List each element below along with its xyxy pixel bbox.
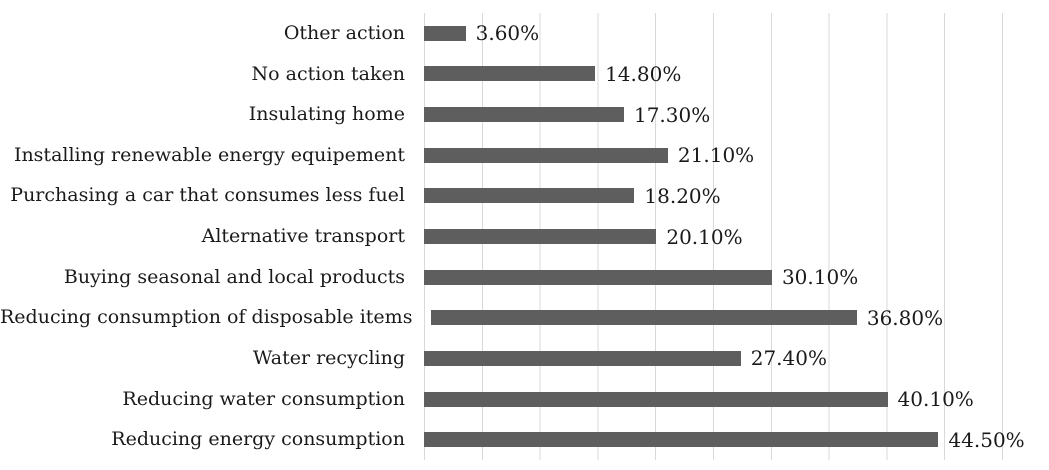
chart-row: Insulating home 17.30% [0, 94, 1049, 135]
bar-area: 21.10% [424, 143, 1002, 167]
value-label: 30.10% [781, 265, 859, 290]
value-label: 21.10% [677, 143, 755, 168]
category-label: No action taken [251, 62, 405, 85]
value-label: 27.40% [750, 346, 827, 371]
chart-row: Installing renewable energy equipement 2… [0, 135, 1049, 176]
value-label: 3.60% [475, 21, 540, 46]
bar [424, 188, 635, 204]
bar-area: 3.60% [424, 21, 1002, 45]
bar [424, 25, 466, 41]
chart-row: Reducing energy consumption 44.50% [0, 419, 1049, 460]
chart-row: Alternative transport 20.10% [0, 216, 1049, 257]
bar [431, 310, 857, 326]
category-label: Buying seasonal and local products [63, 265, 405, 288]
category-label: Alternative transport [201, 225, 405, 248]
bar [424, 391, 888, 407]
value-label: 40.10% [897, 387, 974, 412]
bar [424, 66, 596, 82]
bar-area: 17.30% [424, 103, 1002, 127]
bar-area: 44.50% [424, 428, 1025, 452]
chart-row: Reducing consumption of disposable items… [0, 297, 1049, 338]
value-label: 20.10% [666, 224, 743, 249]
value-label: 14.80% [605, 61, 682, 86]
bar-area: 36.80% [431, 306, 1009, 330]
category-label: Insulating home [248, 103, 405, 126]
value-label: 17.30% [633, 102, 711, 127]
bar [424, 107, 624, 123]
bar-area: 27.40% [424, 346, 1002, 370]
value-label: 36.80% [866, 305, 944, 330]
category-label: Other action [283, 21, 405, 44]
bar [424, 350, 741, 366]
chart-row: Purchasing a car that consumes less fuel… [0, 176, 1049, 217]
value-label: 18.20% [644, 183, 721, 208]
chart-row: Buying seasonal and local products 30.10… [0, 257, 1049, 298]
chart-row: No action taken 14.80% [0, 54, 1049, 95]
bar [424, 432, 939, 448]
bar-area: 30.10% [424, 265, 1002, 289]
chart-row: Other action 3.60% [0, 13, 1049, 54]
bar-area: 40.10% [424, 387, 1002, 411]
category-label: Reducing energy consumption [111, 428, 405, 451]
category-label: Water recycling [252, 347, 405, 369]
chart-row: Reducing water consumption 40.10% [0, 379, 1049, 420]
category-label: Purchasing a car that consumes less fuel [10, 184, 405, 207]
value-label: 44.50% [948, 427, 1025, 452]
chart-row: Water recycling 27.40% [0, 338, 1049, 379]
category-label: Reducing water consumption [122, 387, 405, 410]
bar [424, 147, 668, 163]
bar-area: 18.20% [424, 184, 1002, 208]
bar-area: 14.80% [424, 62, 1002, 86]
category-label: Installing renewable energy equipement [13, 143, 405, 166]
category-label: Reducing consumption of disposable items [0, 306, 413, 329]
bar-area: 20.10% [424, 225, 1002, 249]
bar [424, 229, 657, 245]
bar [424, 269, 772, 285]
chart-rows: Other action 3.60% No action taken 14.80… [0, 13, 1049, 460]
